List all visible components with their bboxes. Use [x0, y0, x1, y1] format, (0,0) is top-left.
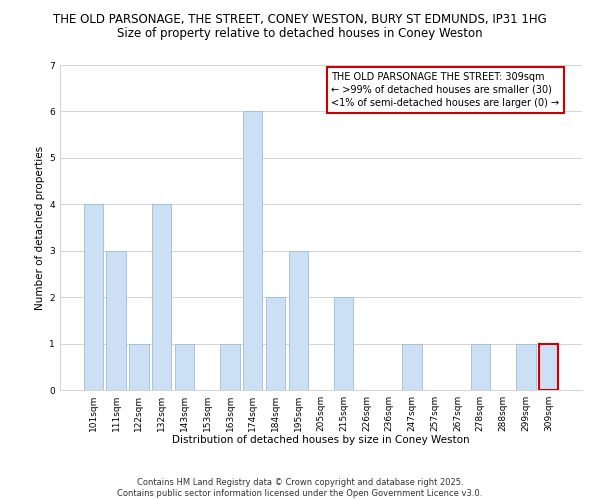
Bar	[403, 344, 422, 390]
Text: Contains HM Land Registry data © Crown copyright and database right 2025.
Contai: Contains HM Land Registry data © Crown c…	[118, 478, 482, 498]
Bar	[84, 204, 103, 390]
Bar	[266, 297, 285, 390]
X-axis label: Distribution of detached houses by size in Coney Weston: Distribution of detached houses by size …	[172, 436, 470, 446]
Text: Size of property relative to detached houses in Coney Weston: Size of property relative to detached ho…	[117, 28, 483, 40]
Bar	[516, 344, 536, 390]
Bar	[175, 344, 194, 390]
Bar	[539, 344, 558, 390]
Bar	[289, 250, 308, 390]
Bar	[470, 344, 490, 390]
Bar	[220, 344, 239, 390]
Bar	[106, 250, 126, 390]
Text: THE OLD PARSONAGE, THE STREET, CONEY WESTON, BURY ST EDMUNDS, IP31 1HG: THE OLD PARSONAGE, THE STREET, CONEY WES…	[53, 12, 547, 26]
Bar	[152, 204, 172, 390]
Y-axis label: Number of detached properties: Number of detached properties	[35, 146, 45, 310]
Bar	[129, 344, 149, 390]
Bar	[334, 297, 353, 390]
Text: THE OLD PARSONAGE THE STREET: 309sqm
← >99% of detached houses are smaller (30)
: THE OLD PARSONAGE THE STREET: 309sqm ← >…	[331, 72, 560, 108]
Bar	[243, 112, 262, 390]
